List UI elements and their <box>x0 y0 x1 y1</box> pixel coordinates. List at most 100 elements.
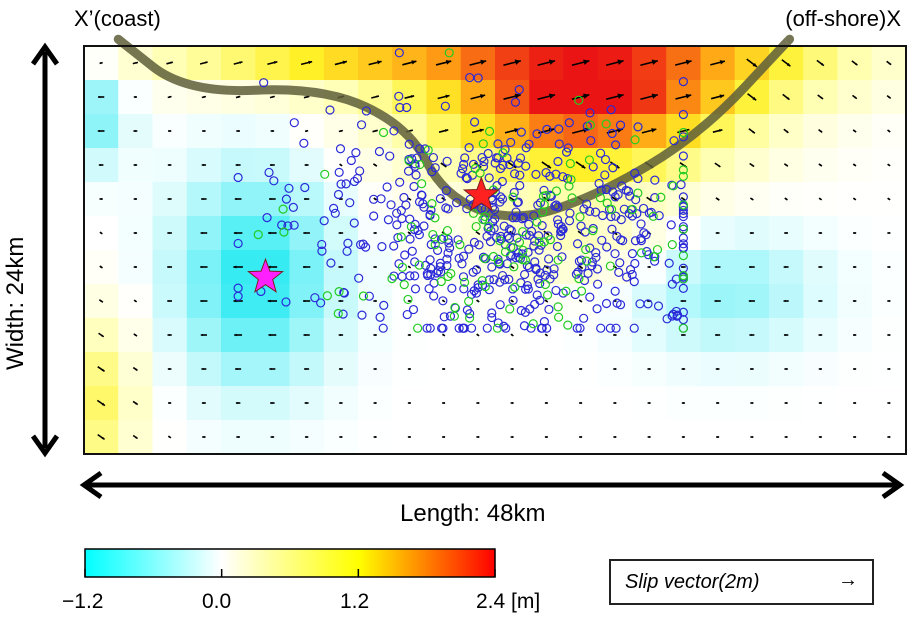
aftershock-point <box>447 283 457 293</box>
aftershock-point <box>389 241 399 251</box>
aftershock-point <box>588 225 598 236</box>
aftershock-point <box>444 48 454 58</box>
aftershock-point <box>608 187 618 197</box>
aftershock-point <box>278 204 288 214</box>
slip-arrow <box>782 93 791 101</box>
aftershock-point <box>415 159 425 170</box>
aftershock-point <box>409 224 420 235</box>
slip-arrow <box>579 333 583 337</box>
aftershock-point <box>334 287 344 297</box>
slip-arrow <box>338 367 343 371</box>
aftershock-point <box>553 312 564 322</box>
aftershock-point <box>669 136 679 146</box>
aftershock-point <box>643 250 653 260</box>
slip-arrow <box>749 197 754 201</box>
aftershock-point <box>678 222 688 232</box>
slip-arrow <box>167 435 172 439</box>
slip-arrow <box>270 435 275 439</box>
aftershock-point <box>497 176 507 187</box>
aftershock-point <box>397 271 407 282</box>
slip-arrow <box>99 231 103 235</box>
slip-arrow <box>201 95 207 99</box>
aftershock-point <box>518 227 528 237</box>
aftershock-point <box>600 170 610 180</box>
aftershock-point <box>519 321 530 331</box>
slip-arrow <box>304 367 310 371</box>
aftershock-point <box>574 274 584 284</box>
slip-arrow <box>818 299 823 303</box>
slip-arrow <box>605 93 624 101</box>
aftershock-point <box>520 284 531 294</box>
slip-arrow <box>544 333 549 337</box>
aftershock-point <box>678 205 688 216</box>
slip-arrow <box>303 299 311 303</box>
aftershock-point <box>459 159 469 169</box>
aftershock-point <box>269 176 279 186</box>
aftershock-point <box>605 323 615 333</box>
aftershock-point <box>484 221 494 232</box>
aftershock-point <box>506 137 516 148</box>
aftershock-point <box>579 275 590 286</box>
aftershock-point <box>356 120 367 130</box>
slip-arrow <box>300 60 313 66</box>
plot-frame <box>83 45 907 455</box>
slip-arrow <box>200 333 207 337</box>
aftershock-point <box>678 209 688 219</box>
slip-arrow <box>887 435 891 439</box>
aftershock-point <box>469 117 480 127</box>
aftershock-point <box>403 294 413 305</box>
aftershock-point <box>407 246 417 256</box>
slip-arrow <box>783 128 789 134</box>
slip-arrow <box>503 59 522 67</box>
aftershock-point <box>531 169 541 179</box>
aftershock-point <box>678 224 688 234</box>
slip-arrow <box>167 333 172 337</box>
aftershock-point <box>564 118 574 128</box>
aftershock-point <box>533 200 543 210</box>
slip-arrow <box>442 401 446 405</box>
aftershock-point <box>595 193 605 203</box>
aftershock-point <box>678 323 688 333</box>
slip-arrow <box>887 367 891 371</box>
aftershock-point <box>377 242 387 252</box>
slip-arrow <box>784 197 788 201</box>
aftershock-point <box>508 192 518 202</box>
slip-arrow <box>537 59 556 67</box>
slip-arrow <box>132 366 138 372</box>
aftershock-point <box>566 174 576 185</box>
aftershock-point <box>465 309 475 319</box>
slip-arrow <box>851 60 858 66</box>
aftershock-point <box>575 212 585 222</box>
aftershock-point <box>678 274 688 284</box>
aftershock-point <box>554 139 564 149</box>
aftershock-point <box>369 211 379 221</box>
aftershock-point <box>439 312 449 322</box>
hypocenter-stars <box>247 176 500 293</box>
aftershock-point <box>610 249 620 259</box>
slip-arrow <box>407 367 411 371</box>
aftershock-point <box>528 319 538 329</box>
slip-arrow <box>544 435 548 439</box>
aftershock-point <box>329 203 339 213</box>
slip-arrow <box>613 333 617 337</box>
aftershock-point <box>556 230 566 241</box>
slip-arrow <box>783 299 789 303</box>
aftershock-point <box>299 138 309 148</box>
aftershock-point <box>443 234 453 245</box>
slip-arrow <box>442 367 446 371</box>
aftershock-point <box>635 299 645 309</box>
aftershock-point <box>400 250 410 260</box>
slip-arrow <box>200 231 208 235</box>
slip-arrow <box>681 333 686 337</box>
slip-arrow <box>99 61 103 65</box>
aftershock-point <box>443 271 453 282</box>
aftershock-point <box>576 286 587 296</box>
colorbar-tick-label: 1.2 <box>340 590 370 613</box>
aftershock-point <box>495 300 505 310</box>
aftershock-point <box>375 312 385 322</box>
slip-arrow <box>339 435 343 439</box>
aftershock-point <box>553 202 563 212</box>
aftershock-point <box>678 283 688 293</box>
aftershock-point <box>541 167 551 178</box>
slip-arrow <box>675 93 692 100</box>
